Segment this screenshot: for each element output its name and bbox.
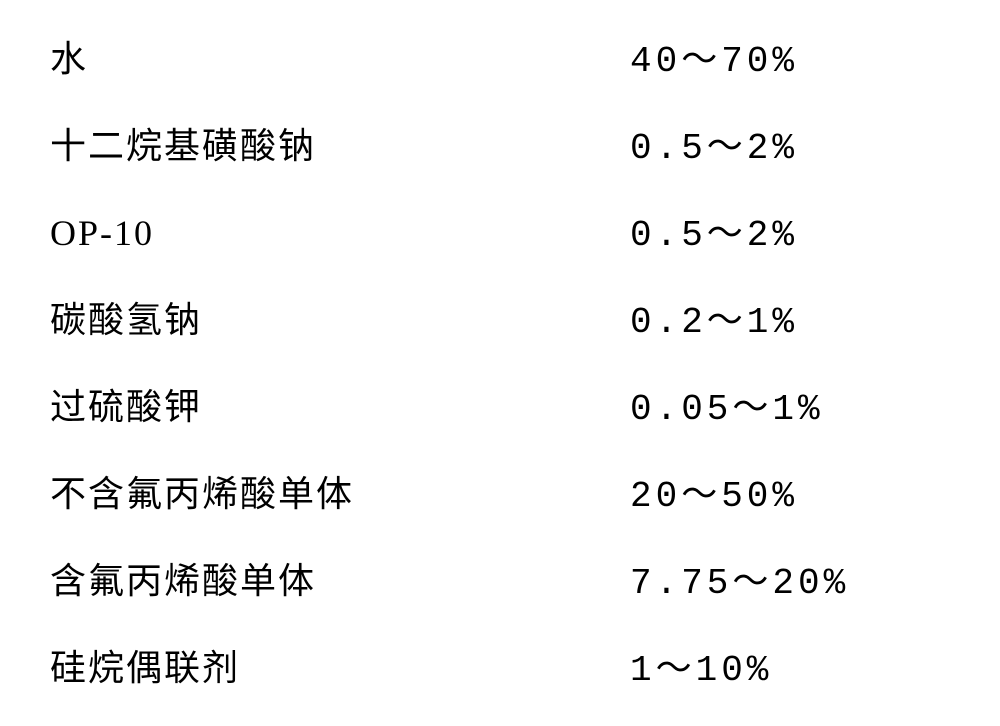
- ingredient-value: 0.05～1%: [630, 378, 950, 430]
- ingredient-label: 十二烷基磺酸钠: [50, 117, 316, 169]
- ingredient-label: 含氟丙烯酸单体: [50, 552, 316, 604]
- table-row: 十二烷基磺酸钠 0.5～2%: [50, 117, 950, 169]
- ingredient-value: 0.2～1%: [630, 291, 950, 343]
- ingredient-label: 不含氟丙烯酸单体: [50, 465, 354, 517]
- ingredient-label: 碳酸氢钠: [50, 291, 202, 343]
- table-row: 水 40～70%: [50, 30, 950, 82]
- ingredient-value: 40～70%: [630, 30, 950, 82]
- ingredient-value: 0.5～2%: [630, 117, 950, 169]
- ingredient-value: 0.5～2%: [630, 204, 950, 256]
- composition-table: 水 40～70% 十二烷基磺酸钠 0.5～2% OP-10 0.5～2% 碳酸氢…: [50, 30, 950, 726]
- ingredient-value: 20～50%: [630, 465, 950, 517]
- ingredient-label: 硅烷偶联剂: [50, 639, 240, 691]
- table-row: 不含氟丙烯酸单体 20～50%: [50, 465, 950, 517]
- ingredient-value: 1～10%: [630, 639, 950, 691]
- table-row: 含氟丙烯酸单体 7.75～20%: [50, 552, 950, 604]
- ingredient-label: 水: [50, 30, 88, 82]
- ingredient-label: 过硫酸钾: [50, 378, 202, 430]
- table-row: 过硫酸钾 0.05～1%: [50, 378, 950, 430]
- ingredient-value: 7.75～20%: [630, 552, 950, 604]
- ingredient-label: OP-10: [50, 212, 154, 254]
- table-row: 硅烷偶联剂 1～10%: [50, 639, 950, 691]
- table-row: OP-10 0.5～2%: [50, 204, 950, 256]
- table-row: 碳酸氢钠 0.2～1%: [50, 291, 950, 343]
